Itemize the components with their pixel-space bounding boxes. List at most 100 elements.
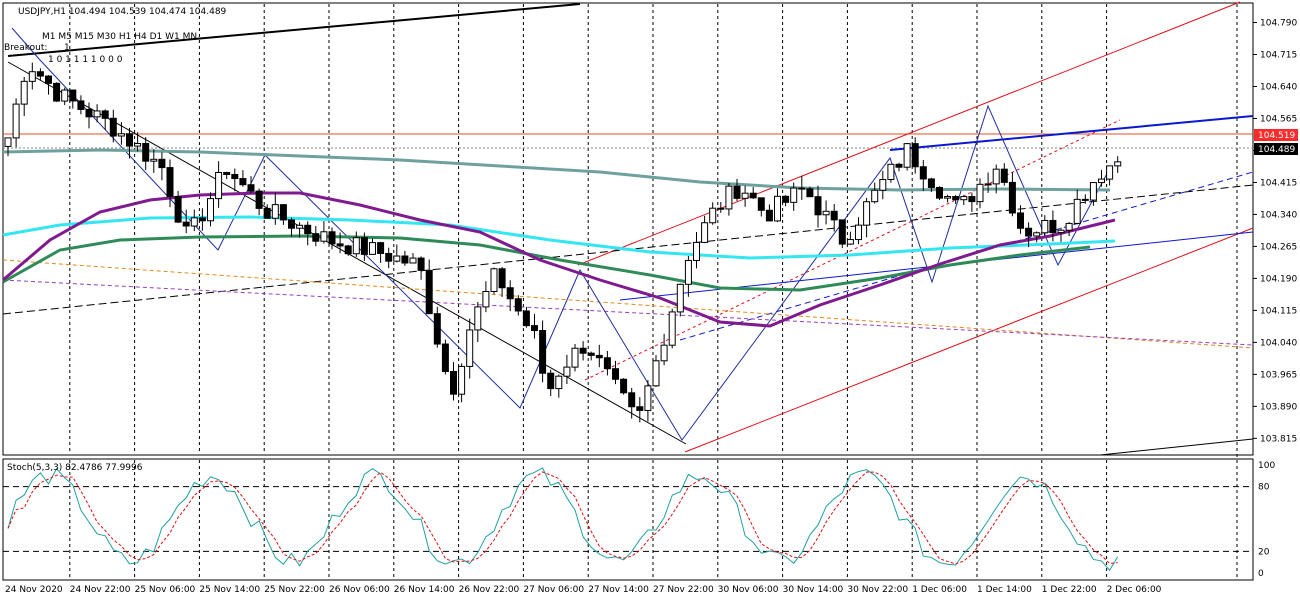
moving-averages xyxy=(2,148,1116,328)
price-tick-label: 104.640 xyxy=(1260,83,1297,93)
candle-body xyxy=(239,178,247,186)
time-tick-label: 25 Nov 06:00 xyxy=(135,585,196,595)
candle-body xyxy=(879,179,887,191)
candle-body xyxy=(757,197,765,211)
candle-body xyxy=(336,243,344,247)
candle-body xyxy=(830,210,838,221)
candle-body xyxy=(4,137,12,147)
candle-body xyxy=(806,188,814,198)
price-tick-label: 103.815 xyxy=(1260,434,1297,444)
candle-body xyxy=(126,133,133,147)
candle-body xyxy=(725,185,733,210)
candle-body xyxy=(571,347,579,368)
candle-body xyxy=(603,357,611,370)
candle-body xyxy=(636,406,644,411)
stoch-tick-label: 20 xyxy=(1258,547,1270,557)
channel-lower xyxy=(684,227,1254,453)
ask-price-tag: 104.519 xyxy=(1254,129,1298,141)
candle-body xyxy=(28,71,36,82)
candle-body xyxy=(1073,198,1081,224)
candle-body xyxy=(798,187,806,190)
candle-body xyxy=(271,204,279,219)
time-tick-label: 1 Dec 06:00 xyxy=(912,585,967,595)
candle-body xyxy=(765,209,773,222)
time-tick-label: 27 Nov 06:00 xyxy=(523,585,584,595)
price-tick-label: 104.190 xyxy=(1260,274,1297,284)
time-tick-label: 30 Nov 06:00 xyxy=(718,585,779,595)
candle-body xyxy=(474,306,482,331)
price-tick-label: 104.415 xyxy=(1260,178,1297,188)
candle-body xyxy=(401,255,409,264)
candle-body xyxy=(207,198,214,222)
candle-body xyxy=(36,71,44,77)
candle-body xyxy=(506,287,514,300)
candle-body xyxy=(458,365,466,395)
candle-body xyxy=(741,192,749,199)
candle-body xyxy=(279,204,287,221)
candle-body xyxy=(369,242,376,255)
candle-body xyxy=(668,311,676,346)
candle-body xyxy=(158,158,166,169)
symbol-header: USDJPY,H1 104.494 104.539 104.474 104.48… xyxy=(18,7,227,17)
candle-body xyxy=(1081,198,1089,201)
stoch-label: Stoch(5,3,3) 82.4786 77.9996 xyxy=(7,463,143,473)
candle-body xyxy=(328,231,336,245)
candle-body xyxy=(871,189,879,203)
black-bottom-trend xyxy=(1099,438,1254,456)
candle-body xyxy=(142,142,150,162)
candle-body xyxy=(344,245,352,255)
candle-body xyxy=(855,224,862,241)
candle-body xyxy=(522,310,530,327)
ask-price-text: 104.519 xyxy=(1258,131,1295,141)
candle-body xyxy=(563,366,571,377)
candle-body xyxy=(895,163,903,168)
time-tick-label: 30 Nov 22:00 xyxy=(847,585,908,595)
candle-body xyxy=(85,108,93,118)
moving-average-cyan xyxy=(2,215,1116,260)
candle-body xyxy=(919,166,927,180)
candle-body xyxy=(1089,182,1097,201)
candle-body xyxy=(790,187,798,203)
candle-body xyxy=(377,242,385,254)
candle-body xyxy=(215,171,223,200)
candle-body xyxy=(433,313,441,345)
time-tick-label: 26 Nov 06:00 xyxy=(329,585,390,595)
moving-average-teal xyxy=(2,148,1111,192)
candle-body xyxy=(628,392,636,408)
candle-body xyxy=(595,354,603,359)
price-axis: 104.790104.715104.640104.565104.490104.4… xyxy=(1253,19,1297,579)
candle-body xyxy=(555,375,563,390)
candle-body xyxy=(539,330,547,374)
candle-body xyxy=(846,239,854,245)
candle-body xyxy=(223,171,231,175)
price-tick-label: 104.790 xyxy=(1260,19,1297,29)
candle-body xyxy=(531,325,538,332)
price-tick-label: 104.115 xyxy=(1260,306,1297,316)
candle-body xyxy=(782,195,790,203)
bid-price-tag: 104.489 xyxy=(1254,143,1298,155)
candle-body xyxy=(1065,222,1073,231)
candle-body xyxy=(612,368,619,380)
candle-body xyxy=(53,82,61,102)
candle-body xyxy=(927,178,935,188)
timeframe-row: M1 M5 M15 M30 H1 H4 D1 W1 MN xyxy=(42,32,197,42)
candle-body xyxy=(1114,161,1122,167)
time-tick-label: 27 Nov 14:00 xyxy=(588,585,649,595)
time-tick-label: 30 Nov 14:00 xyxy=(783,585,844,595)
stoch-tick-label: 100 xyxy=(1258,461,1275,471)
candle-series xyxy=(4,62,1122,423)
candle-body xyxy=(644,385,652,411)
candle-body xyxy=(198,217,206,222)
candle-body xyxy=(960,196,968,201)
candle-body xyxy=(441,343,449,372)
candle-body xyxy=(482,290,490,308)
candle-body xyxy=(1057,229,1065,234)
candle-body xyxy=(968,196,976,203)
candle-body xyxy=(231,173,239,180)
candle-body xyxy=(984,183,992,186)
candle-body xyxy=(182,221,190,227)
time-tick-label: 24 Nov 2020 xyxy=(5,585,63,595)
price-tick-label: 104.340 xyxy=(1260,210,1297,220)
